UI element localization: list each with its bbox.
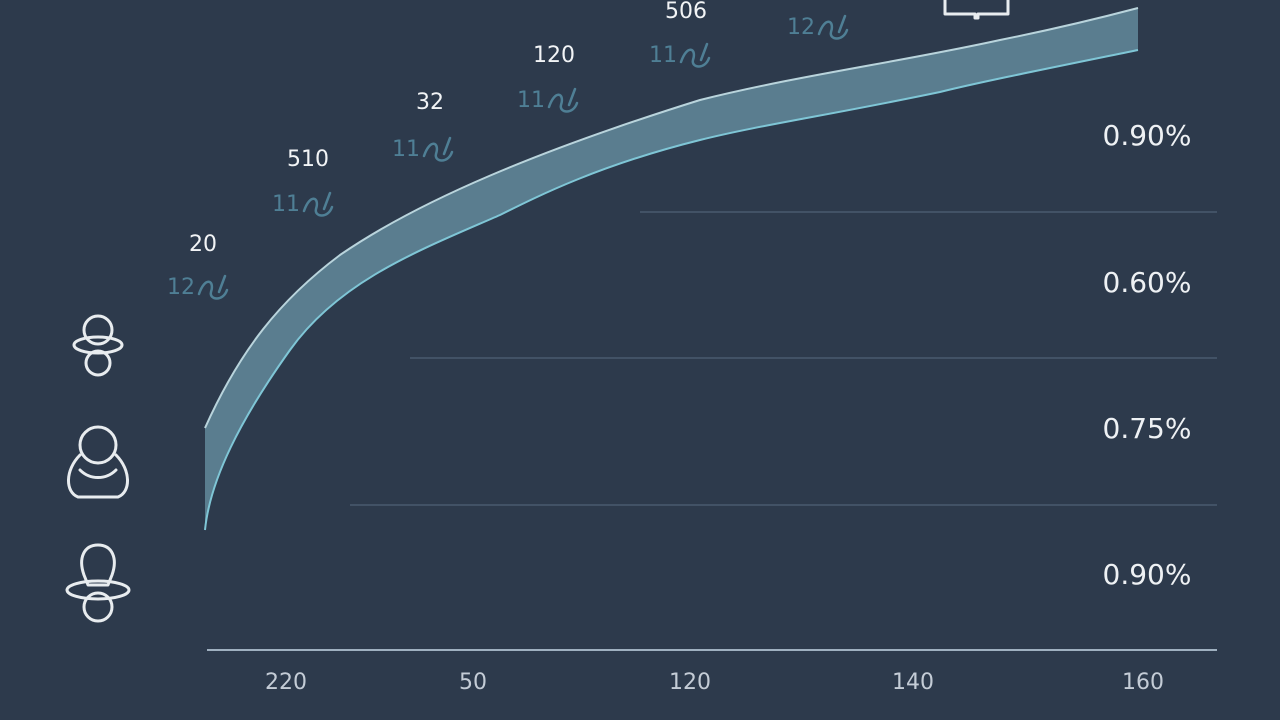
scribble	[679, 42, 711, 68]
annotation-code: 11	[392, 137, 420, 162]
band-edge	[204, 7, 1139, 429]
scribble	[547, 87, 579, 113]
annotation-number: 120	[533, 43, 575, 68]
x-label: 160	[1122, 670, 1164, 695]
baby-icon	[67, 425, 129, 499]
annotation-code: 12	[167, 275, 195, 300]
pacifier-icon	[65, 543, 131, 623]
right-label: 0.60%	[1103, 266, 1192, 299]
x-label: 140	[892, 670, 934, 695]
scribble	[422, 136, 454, 162]
book-icon	[943, 0, 1010, 20]
annotation-code: 11	[649, 43, 677, 68]
annotation-number: 506	[665, 0, 707, 24]
annotation-number: 32	[416, 90, 444, 115]
right-label: 0.90%	[1103, 558, 1192, 591]
right-label: 0.90%	[1103, 119, 1192, 152]
right-label: 0.75%	[1103, 412, 1192, 445]
annotation-code: 11	[272, 192, 300, 217]
x-label: 120	[669, 670, 711, 695]
scribble	[817, 14, 849, 40]
annotation-number: 510	[287, 147, 329, 172]
band	[205, 8, 1138, 530]
annotation-code: 11	[517, 88, 545, 113]
band-edge	[204, 49, 1139, 531]
annotation-code: 12	[787, 15, 815, 40]
scribble	[302, 191, 334, 217]
annotation-number: 20	[189, 232, 217, 257]
pacifier-icon	[72, 314, 124, 377]
x-label: 220	[265, 670, 307, 695]
x-label: 50	[459, 670, 487, 695]
scribble	[197, 274, 229, 300]
